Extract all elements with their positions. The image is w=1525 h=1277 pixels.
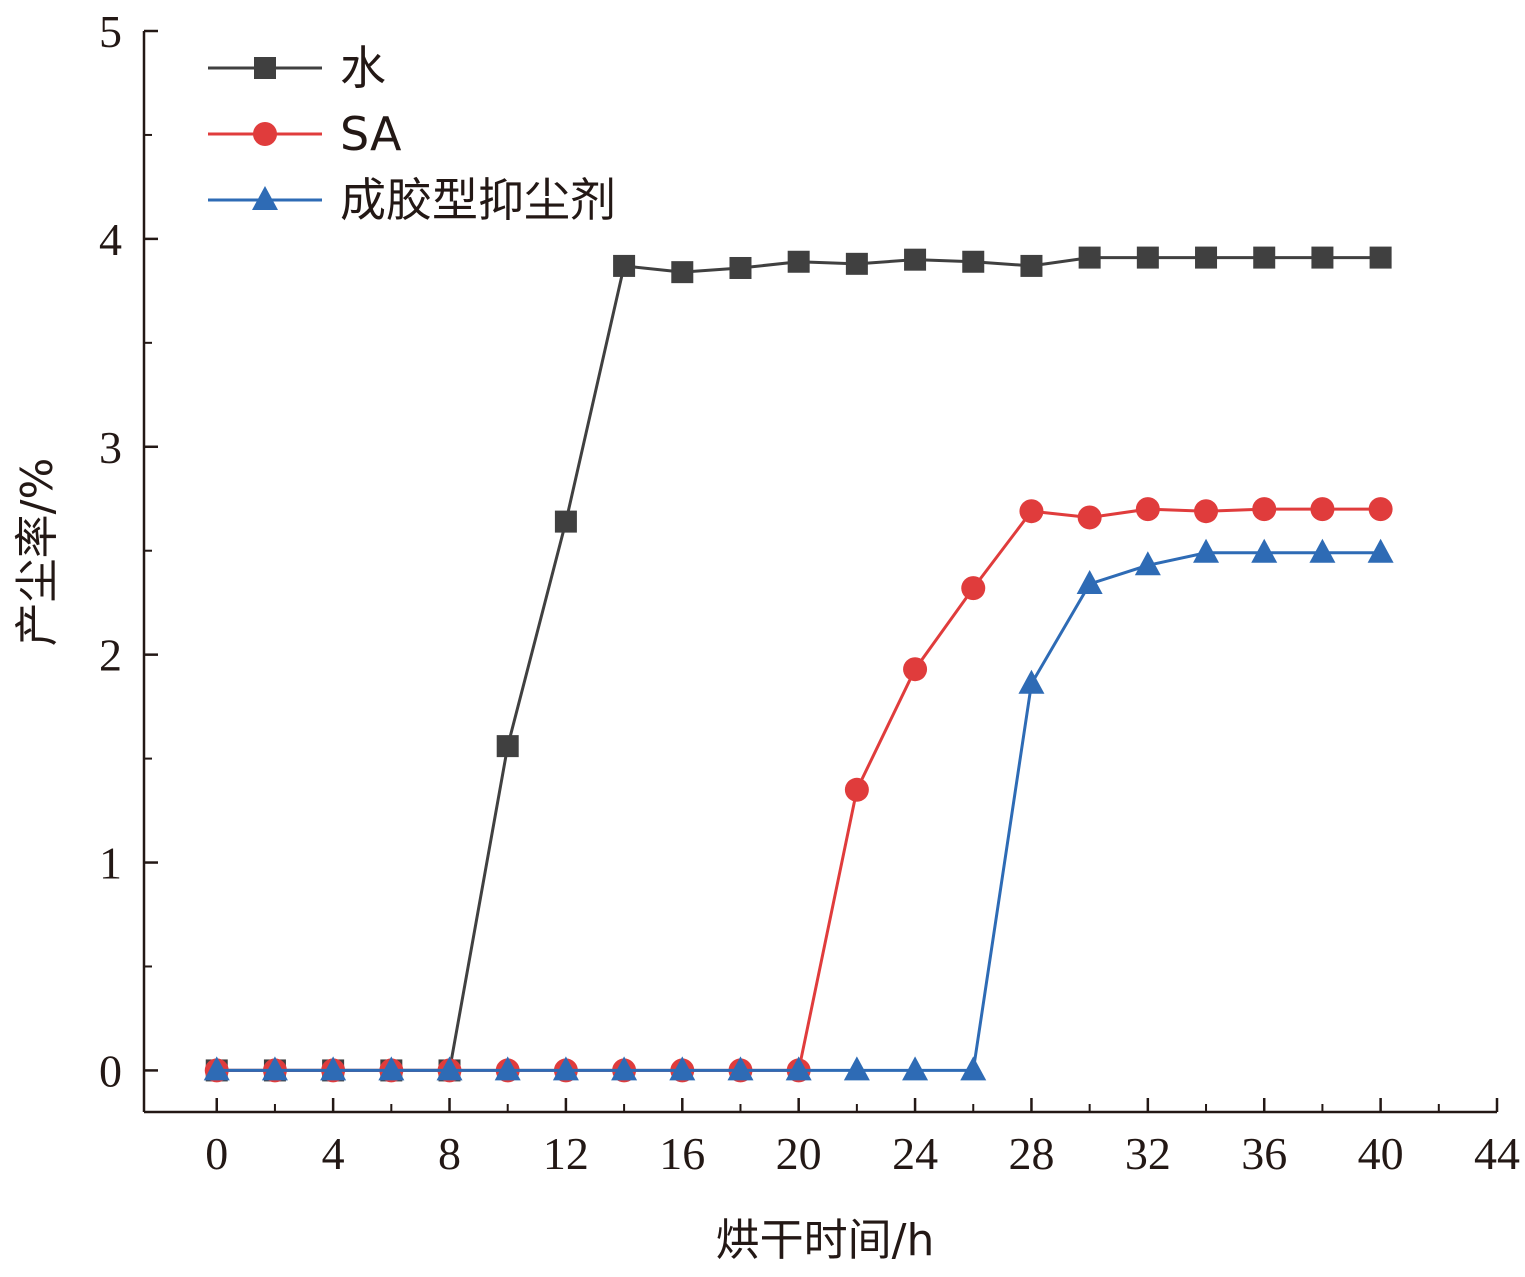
data-point bbox=[554, 510, 577, 533]
data-point bbox=[611, 1056, 638, 1081]
data-point bbox=[1134, 551, 1161, 576]
series-3 bbox=[203, 538, 1394, 1081]
x-tick-label: 20 bbox=[776, 1128, 822, 1179]
data-point bbox=[1252, 497, 1277, 522]
data-point bbox=[729, 256, 752, 279]
data-point bbox=[261, 1056, 288, 1081]
x-tick-label: 44 bbox=[1474, 1128, 1520, 1179]
legend-marker bbox=[252, 186, 278, 210]
data-point bbox=[1369, 246, 1392, 269]
data-point bbox=[1136, 246, 1159, 269]
data-point bbox=[844, 777, 869, 802]
data-point bbox=[436, 1056, 463, 1081]
data-point bbox=[320, 1056, 347, 1081]
y-tick-label: 2 bbox=[99, 630, 122, 681]
data-point bbox=[1076, 569, 1103, 594]
data-point bbox=[378, 1056, 405, 1081]
data-point bbox=[1018, 669, 1045, 694]
x-axis-title: 烘干时间/h bbox=[716, 1215, 935, 1266]
x-tick-label: 0 bbox=[205, 1128, 228, 1179]
legend-label: SA bbox=[340, 107, 402, 161]
x-tick-label: 40 bbox=[1358, 1128, 1404, 1179]
y-tick-label: 1 bbox=[99, 838, 122, 889]
data-point bbox=[1019, 499, 1044, 524]
data-point bbox=[669, 1056, 696, 1081]
data-point bbox=[1309, 538, 1336, 563]
data-point bbox=[960, 1056, 987, 1081]
x-tick-label: 28 bbox=[1008, 1128, 1054, 1179]
x-tick-label: 16 bbox=[659, 1128, 705, 1179]
data-point bbox=[903, 657, 928, 682]
data-point bbox=[1135, 497, 1160, 522]
data-point bbox=[843, 1056, 870, 1081]
data-point bbox=[1078, 246, 1101, 269]
series-2 bbox=[204, 497, 1393, 1083]
data-point bbox=[203, 1056, 230, 1081]
y-axis-title: 产尘率/% bbox=[12, 458, 63, 647]
legend-item: 成胶型抑尘剂 bbox=[208, 173, 616, 227]
data-point bbox=[613, 254, 636, 277]
data-point bbox=[671, 261, 694, 284]
x-tick-label: 32 bbox=[1125, 1128, 1171, 1179]
data-point bbox=[494, 1056, 521, 1081]
data-point bbox=[962, 250, 985, 273]
data-point bbox=[904, 248, 927, 271]
data-point bbox=[1193, 538, 1220, 563]
legend-item: SA bbox=[208, 107, 402, 161]
legend-marker bbox=[253, 122, 277, 146]
legend-label: 成胶型抑尘剂 bbox=[340, 173, 616, 227]
data-point bbox=[1310, 497, 1335, 522]
data-point bbox=[1368, 497, 1393, 522]
data-point bbox=[1020, 254, 1043, 277]
legend: 水 SA 成胶型抑尘剂 bbox=[208, 41, 616, 227]
data-point bbox=[1251, 538, 1278, 563]
data-point bbox=[1311, 246, 1334, 269]
legend-label: 水 bbox=[340, 41, 386, 95]
series-1 bbox=[205, 246, 1392, 1082]
legend-item: 水 bbox=[208, 41, 386, 95]
plot-area bbox=[203, 246, 1394, 1083]
x-tick-label: 12 bbox=[543, 1128, 589, 1179]
data-point bbox=[1367, 538, 1394, 563]
x-tick-label: 36 bbox=[1241, 1128, 1287, 1179]
y-tick-label: 3 bbox=[99, 422, 122, 473]
data-point bbox=[1077, 505, 1102, 530]
series-line bbox=[216, 507, 1381, 1072]
x-tick-label: 24 bbox=[892, 1128, 938, 1179]
data-point bbox=[787, 250, 810, 273]
y-tick-label: 4 bbox=[99, 214, 122, 265]
data-point bbox=[1195, 246, 1218, 269]
y-tick-label: 5 bbox=[99, 6, 122, 57]
data-point bbox=[845, 252, 868, 275]
data-point bbox=[1253, 246, 1276, 269]
data-point bbox=[1194, 499, 1219, 524]
series-line bbox=[216, 256, 1381, 1072]
x-tick-label: 8 bbox=[438, 1128, 461, 1179]
data-point bbox=[785, 1056, 812, 1081]
x-tick-label: 4 bbox=[322, 1128, 345, 1179]
series-line bbox=[216, 551, 1381, 1072]
data-point bbox=[727, 1056, 754, 1081]
data-point bbox=[496, 735, 519, 758]
legend-marker bbox=[254, 57, 276, 79]
y-tick-label: 0 bbox=[99, 1045, 122, 1096]
data-point bbox=[961, 576, 986, 601]
data-point bbox=[552, 1056, 579, 1081]
data-point bbox=[902, 1056, 929, 1081]
